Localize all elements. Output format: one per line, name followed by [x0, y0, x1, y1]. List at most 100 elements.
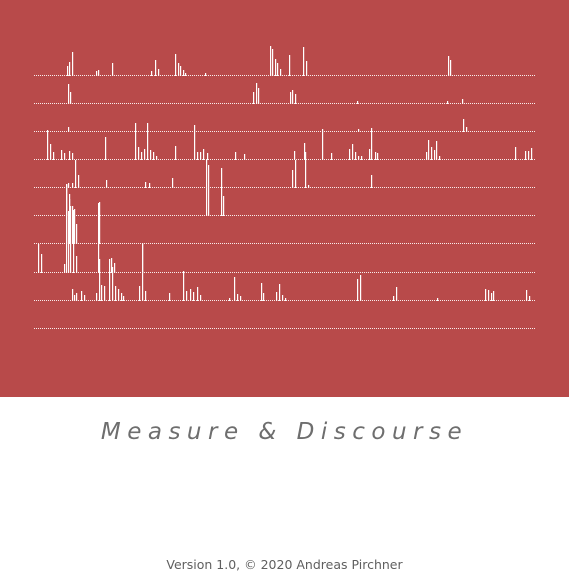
- bar-mark: [244, 154, 246, 160]
- bar-mark: [234, 277, 236, 301]
- bar-mark: [68, 211, 70, 273]
- bar-mark: [357, 101, 359, 104]
- bar-mark: [153, 152, 155, 160]
- bar-mark: [109, 259, 111, 301]
- bar-mark: [525, 151, 527, 160]
- bar-mark: [360, 275, 362, 301]
- bar-mark: [138, 147, 140, 160]
- bar-mark: [295, 160, 297, 188]
- bar-mark: [308, 185, 310, 188]
- bar-mark: [526, 290, 528, 301]
- bar-mark: [150, 150, 152, 160]
- bar-mark: [261, 283, 263, 301]
- bar-mark: [123, 296, 125, 301]
- bar-mark: [276, 292, 278, 301]
- bar-mark: [428, 140, 430, 160]
- cover-artwork: [0, 0, 569, 397]
- bar-mark: [485, 289, 487, 301]
- bar-mark: [221, 168, 223, 216]
- bar-mark: [282, 295, 284, 301]
- bar-mark: [295, 94, 297, 104]
- bar-mark: [463, 119, 465, 132]
- bar-mark: [145, 182, 147, 188]
- bar-mark: [515, 147, 517, 160]
- bar-mark: [200, 152, 202, 160]
- bar-mark: [68, 84, 70, 104]
- bar-mark: [431, 147, 433, 160]
- bar-marks: [38, 46, 533, 301]
- bar-mark: [64, 153, 66, 160]
- bar-mark: [491, 293, 493, 301]
- bar-mark: [194, 125, 196, 160]
- bar-mark: [75, 160, 77, 188]
- bar-mark: [84, 295, 86, 301]
- bar-mark: [147, 123, 149, 160]
- bar-mark: [175, 54, 177, 76]
- bar-mark: [101, 285, 103, 301]
- bar-mark: [355, 152, 357, 160]
- bar-mark: [64, 264, 66, 273]
- bar-mark: [114, 263, 116, 273]
- bar-mark: [144, 149, 146, 160]
- bar-mark: [290, 92, 292, 104]
- bar-mark: [175, 146, 177, 160]
- bar-mark: [66, 185, 68, 273]
- bar-mark: [275, 59, 277, 76]
- bar-mark: [69, 151, 71, 160]
- bar-mark: [200, 295, 202, 301]
- bar-mark: [135, 123, 137, 160]
- bar-mark: [96, 71, 98, 76]
- bar-mark: [69, 62, 71, 76]
- bar-mark: [68, 127, 70, 132]
- bar-mark: [68, 183, 70, 188]
- bar-mark: [349, 149, 351, 160]
- bar-mark: [81, 291, 83, 301]
- bar-mark: [237, 294, 239, 301]
- bar-mark: [69, 194, 71, 244]
- bar-mark: [285, 298, 287, 301]
- bar-mark: [142, 244, 144, 301]
- app-title: Measure & Discourse: [100, 419, 469, 445]
- bar-mark: [263, 293, 265, 301]
- bar-mark: [253, 92, 255, 104]
- bar-mark: [183, 70, 185, 76]
- bar-mark: [76, 224, 78, 244]
- bar-mark: [304, 143, 306, 160]
- bar-mark: [112, 63, 114, 76]
- bar-mark: [272, 49, 274, 76]
- bar-mark: [104, 286, 106, 301]
- bar-mark: [462, 99, 464, 104]
- bar-mark: [193, 292, 195, 301]
- bar-mark: [357, 279, 359, 301]
- bar-mark: [448, 56, 450, 76]
- bar-mark: [303, 47, 305, 76]
- bar-mark: [280, 69, 282, 76]
- bar-mark: [72, 206, 74, 244]
- bar-mark: [361, 156, 363, 160]
- bar-mark: [488, 290, 490, 301]
- bar-mark: [178, 63, 180, 76]
- bar-mark: [70, 206, 72, 273]
- bar-mark: [439, 156, 441, 160]
- bar-mark: [450, 60, 452, 76]
- bar-mark: [99, 259, 101, 301]
- bar-mark: [111, 258, 113, 273]
- bar-mark: [155, 60, 157, 76]
- bar-mark: [352, 144, 354, 160]
- bar-mark: [531, 148, 533, 160]
- bar-mark: [74, 295, 76, 301]
- bar-mark: [256, 83, 258, 104]
- bar-mark: [72, 289, 74, 301]
- bar-mark: [72, 153, 74, 160]
- bar-mark: [156, 156, 158, 160]
- bar-mark: [197, 152, 199, 160]
- bar-mark: [240, 296, 242, 301]
- bar-mark: [185, 73, 187, 76]
- bar-mark: [73, 210, 75, 273]
- bar-mark: [289, 55, 291, 76]
- bar-mark: [76, 293, 78, 301]
- bar-mark: [172, 178, 174, 188]
- bar-mark: [377, 153, 379, 160]
- bar-mark: [277, 63, 279, 76]
